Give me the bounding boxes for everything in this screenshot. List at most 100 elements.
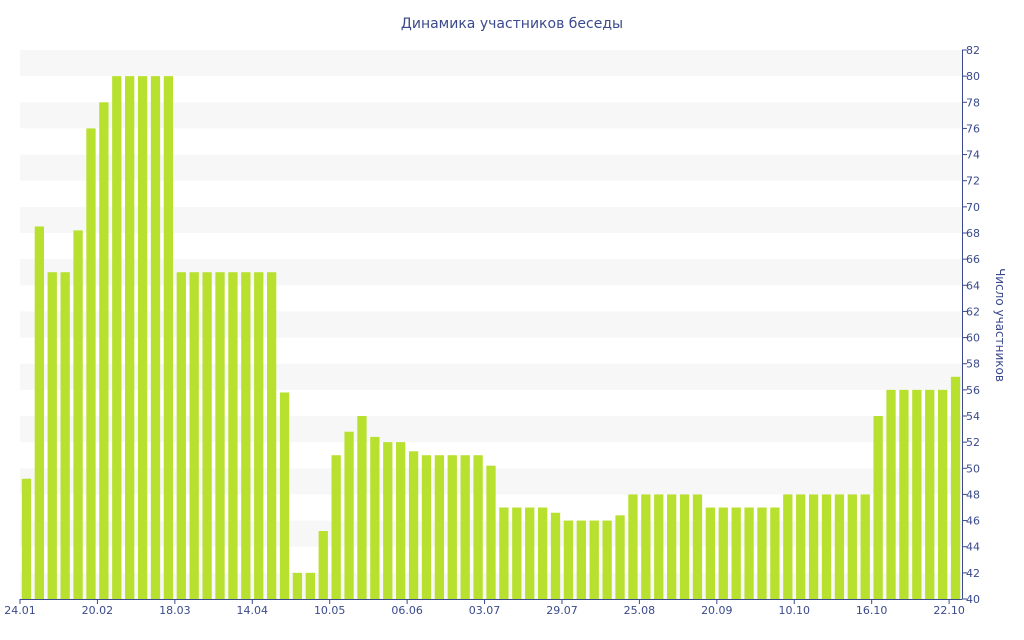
bar [925,389,935,599]
grid-band [20,363,962,390]
bar [860,494,870,599]
bar [396,442,406,599]
bar [641,494,651,599]
y-tick-label: 82 [966,44,980,57]
bar [938,389,948,599]
bar [125,76,135,599]
chart-bars [21,76,961,599]
bar [215,272,225,599]
bar [34,226,44,599]
bar [99,102,109,599]
bar [692,494,703,599]
bar [499,507,509,599]
bar [602,520,612,599]
bar [305,572,315,599]
bar [847,494,857,599]
y-tick-label: 74 [966,149,980,162]
bar [796,494,806,599]
bar [486,465,496,599]
bar [447,455,457,599]
grid-band [20,154,962,181]
bar [550,512,561,599]
bar [744,507,754,599]
y-tick-label: 66 [966,253,980,266]
bar [821,494,832,599]
bar [86,128,96,599]
bar [344,431,354,599]
y-tick-label: 70 [966,201,980,214]
x-tick-label: 14.04 [237,604,269,617]
bar [537,507,548,599]
bar [434,455,445,599]
bar [176,272,186,599]
bar [254,272,264,599]
bar [460,455,470,599]
x-tick-label: 18.03 [159,604,191,617]
bar [950,376,961,599]
bar [370,436,380,599]
y-tick-label: 58 [966,358,980,371]
bar [228,272,238,599]
bar [654,494,664,599]
grid-band [20,311,962,338]
bar [318,531,328,599]
bar [731,507,741,599]
y-tick-label: 60 [966,332,980,345]
y-tick-label: 46 [966,515,980,528]
bar [292,572,303,599]
bar [873,416,883,599]
bar [202,272,212,599]
x-tick-label: 29.07 [546,604,578,617]
bar [112,76,122,599]
x-tick-label: 10.05 [314,604,346,617]
bar [150,76,161,599]
bar [679,494,690,599]
bar [73,230,83,599]
bar [615,515,625,599]
bar [783,494,793,599]
y-tick-label: 78 [966,96,980,109]
bar [628,494,638,599]
y-tick-label: 54 [966,410,980,423]
y-axis-label: Число участников [993,268,1007,382]
bar [589,520,599,599]
x-tick-label: 16.10 [856,604,888,617]
y-tick-label: 56 [966,384,980,397]
bar [705,507,716,599]
y-tick-label: 64 [966,279,980,292]
x-tick-label: 03.07 [469,604,501,617]
bar [512,507,522,599]
bar [718,507,728,599]
bar [383,442,393,599]
bar [357,416,367,599]
bar [163,76,174,599]
grid-band [20,50,962,77]
x-tick-label: 22.10 [933,604,965,617]
bar [241,272,251,599]
y-tick-label: 68 [966,227,980,240]
bar [408,451,419,599]
bar [886,389,896,599]
grid-band [20,102,962,129]
bar [912,389,922,599]
bar [21,478,32,599]
x-tick-label: 20.09 [701,604,733,617]
x-tick-label: 20.02 [82,604,114,617]
x-tick-label: 10.10 [778,604,810,617]
grid-band [20,416,962,443]
bar [834,494,845,599]
y-tick-label: 52 [966,436,980,449]
chart-title: Динамика участников беседы [401,16,623,32]
y-tick-label: 62 [966,305,980,318]
y-tick-label: 80 [966,70,980,83]
grid-band [20,259,962,286]
bar [525,507,535,599]
bar [757,507,767,599]
bar [808,494,819,599]
y-tick-label: 50 [966,462,980,475]
grid-band [20,206,962,233]
bar [137,76,148,599]
bar [266,272,277,599]
y-tick-label: 76 [966,122,980,135]
